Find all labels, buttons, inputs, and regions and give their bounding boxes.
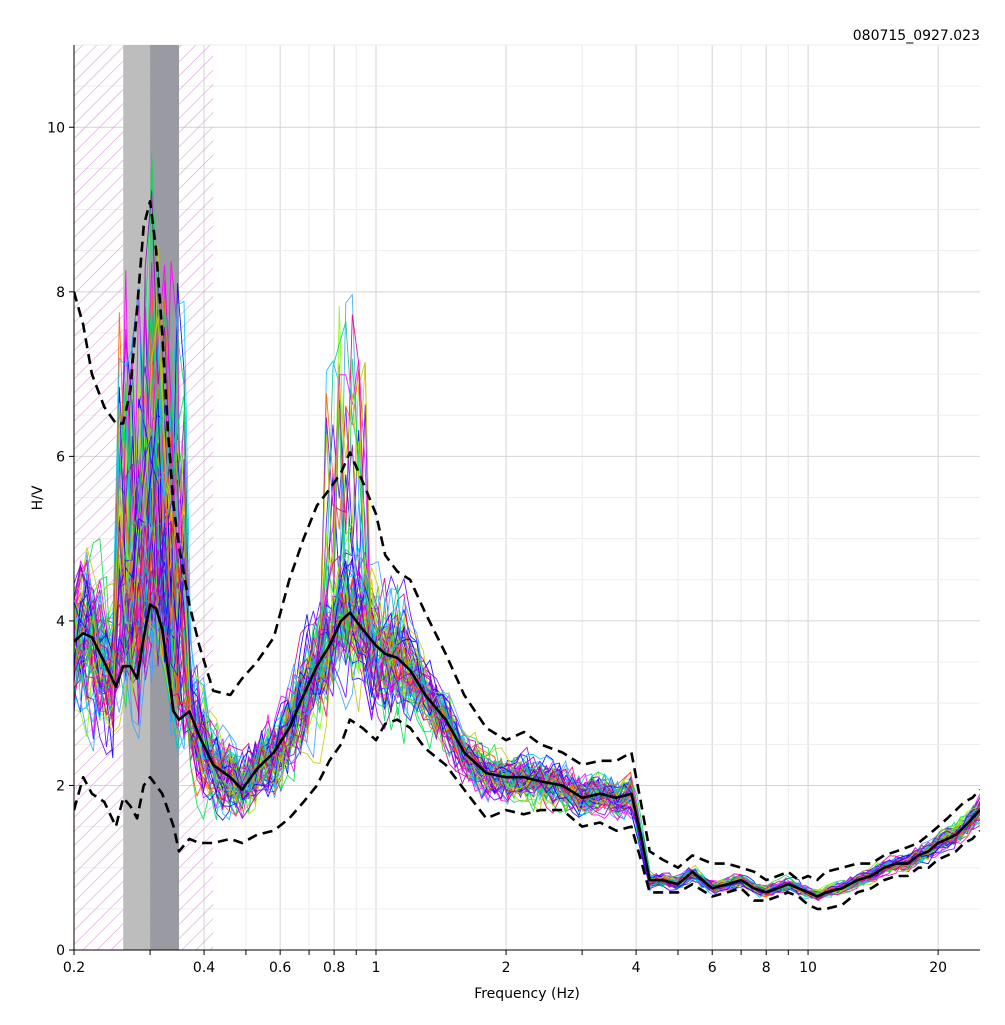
- x-tick-label: 2: [502, 960, 511, 976]
- x-tick-label: 0.8: [323, 960, 345, 976]
- series-upper-curve: [74, 200, 980, 882]
- window-curve: [74, 569, 980, 898]
- x-tick-label: 6: [708, 960, 717, 976]
- series-lower-curve: [74, 718, 980, 911]
- x-tick-label: 0.2: [63, 960, 85, 976]
- window-curves: [74, 153, 980, 902]
- x-tick-label: 1: [372, 960, 381, 976]
- x-axis-label: Frequency (Hz): [474, 986, 580, 1002]
- x-tick-label: 8: [762, 960, 771, 976]
- window-curve: [74, 286, 980, 899]
- window-curve: [74, 525, 980, 901]
- window-curve: [74, 468, 980, 896]
- x-tick-label: 0.4: [193, 960, 215, 976]
- x-tick-label: 10: [799, 960, 817, 976]
- statistical-curves: [74, 200, 980, 911]
- y-tick-label: 2: [56, 778, 65, 794]
- y-tick-label: 6: [56, 449, 65, 465]
- y-tick-label: 10: [47, 120, 65, 136]
- y-tick-label: 0: [56, 943, 65, 959]
- tick-labels: 0.2 0.4 0.6 0.8 1 2 4 6 8 10 20 0 2 4 6 8 10: [47, 120, 947, 976]
- x-tick-label: 0.6: [269, 960, 291, 976]
- y-tick-label: 4: [56, 614, 65, 630]
- axes: [69, 45, 980, 955]
- series-average-curve: [74, 603, 980, 898]
- chart-title: 080715_0927.023: [853, 28, 980, 44]
- window-curve: [74, 246, 980, 898]
- window-curve: [74, 435, 980, 901]
- x-tick-label: 4: [632, 960, 641, 976]
- y-axis-label: H/V: [30, 485, 46, 510]
- y-tick-label: 8: [56, 285, 65, 301]
- x-tick-label: 20: [929, 960, 947, 976]
